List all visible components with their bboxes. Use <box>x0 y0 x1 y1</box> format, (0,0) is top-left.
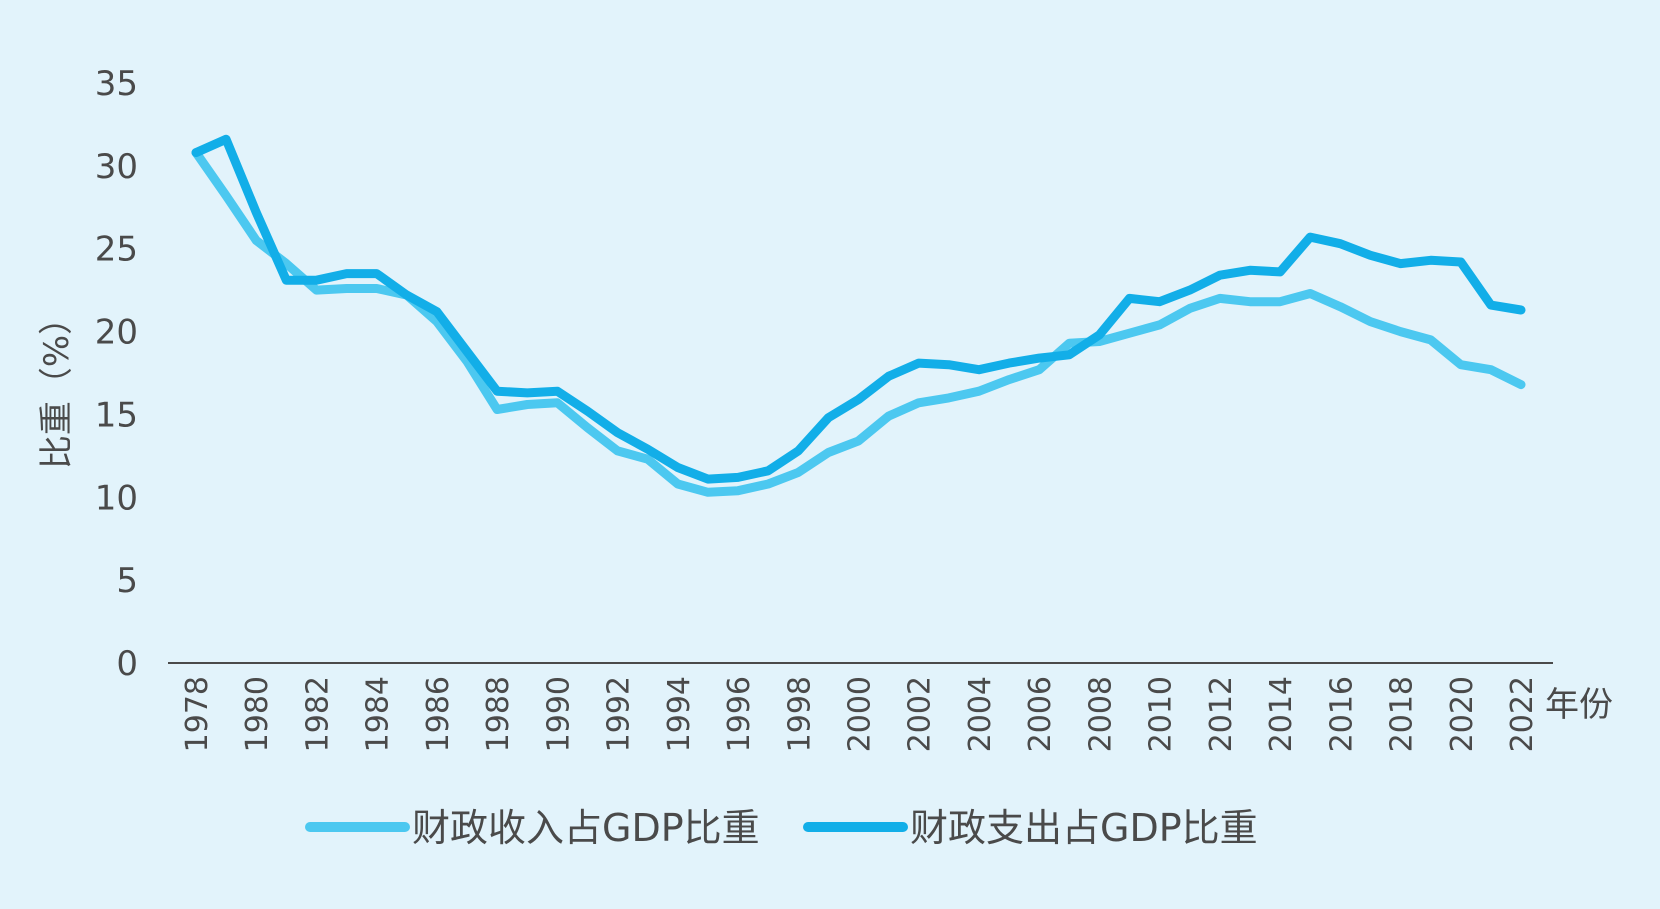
series-line-1 <box>191 148 1526 497</box>
x-tick-label: 2016 <box>1324 676 1359 752</box>
x-tick-label: 1994 <box>662 676 697 752</box>
series-line-2 <box>191 134 1526 484</box>
x-tick-label: 2000 <box>843 676 878 752</box>
legend-label-1: 财政收入占GDP比重 <box>412 806 760 850</box>
y-tick-label: 35 <box>95 64 138 104</box>
x-tick-label: 1982 <box>300 676 335 752</box>
x-axis-ticks: 1978 1980 1982 1984 1986 1988 1990 1992 1994 1996… <box>180 676 1540 752</box>
x-tick-label: 2020 <box>1445 676 1480 752</box>
y-tick-label: 15 <box>95 395 138 435</box>
x-tick-label: 2010 <box>1144 676 1179 752</box>
x-tick-label: 2012 <box>1204 676 1239 752</box>
x-tick-label: 2008 <box>1083 676 1118 752</box>
x-tick-label: 1988 <box>481 676 516 752</box>
legend-label-2: 财政支出占GDP比重 <box>910 806 1258 850</box>
x-tick-label: 2014 <box>1264 676 1299 752</box>
x-tick-label: 1998 <box>782 676 817 752</box>
x-tick-label: 2022 <box>1505 676 1540 752</box>
x-tick-label: 1992 <box>602 676 637 752</box>
x-tick-label: 2006 <box>1023 676 1058 752</box>
y-tick-label: 25 <box>95 230 138 270</box>
x-tick-label: 2004 <box>963 676 998 752</box>
x-tick-label: 1978 <box>180 676 215 752</box>
legend: 财政收入占GDP比重 财政支出占GDP比重 <box>305 806 1258 850</box>
y-tick-label: 20 <box>95 313 138 353</box>
y-axis-label: 比重（%） <box>37 301 77 469</box>
y-tick-label: 30 <box>95 147 138 187</box>
y-tick-label: 0 <box>116 644 138 684</box>
x-tick-label: 2018 <box>1385 676 1420 752</box>
series-lines <box>191 134 1526 497</box>
x-tick-label: 1986 <box>421 676 456 752</box>
x-tick-label: 2002 <box>903 676 938 752</box>
y-axis-ticks: 0 5 10 15 20 25 30 35 <box>95 64 138 684</box>
x-tick-label: 1984 <box>361 676 396 752</box>
y-tick-label: 5 <box>116 561 138 601</box>
y-tick-label: 10 <box>95 478 138 518</box>
x-axis-label: 年份 <box>1545 685 1613 725</box>
x-tick-label: 1996 <box>722 676 757 752</box>
x-tick-label: 1990 <box>541 676 576 752</box>
x-tick-label: 1980 <box>240 676 275 752</box>
